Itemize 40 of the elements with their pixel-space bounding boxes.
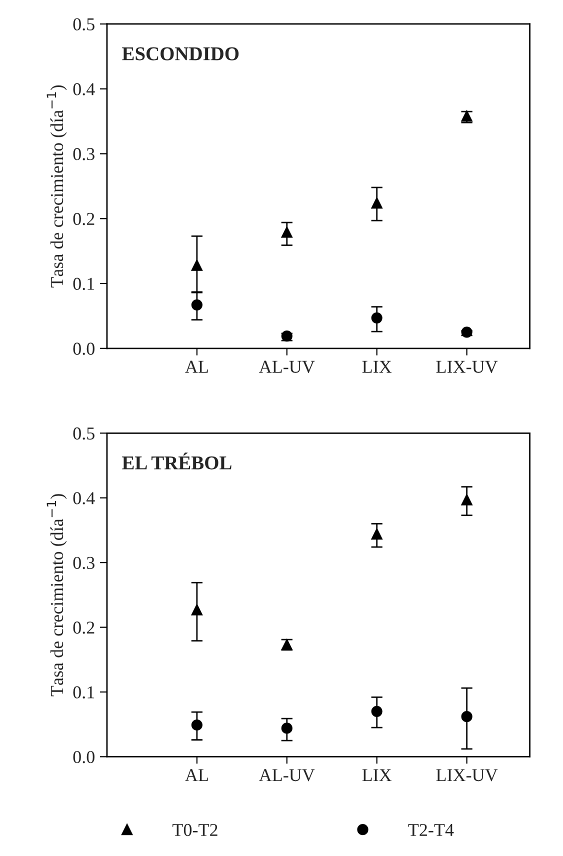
legend-label: T2-T4	[408, 824, 454, 836]
y-tick-label: 0.5	[73, 427, 94, 440]
point	[191, 719, 202, 731]
x-tick-label: LIX	[362, 769, 392, 782]
point	[371, 528, 382, 540]
legend-label: T0-T2	[172, 824, 218, 836]
point	[461, 711, 472, 722]
point	[191, 260, 202, 271]
point	[281, 722, 292, 734]
x-tick-label: LIX-UV	[436, 769, 498, 782]
point	[371, 312, 382, 324]
y-tick-label: 0.5	[73, 18, 94, 30]
y-tick-label: 0.3	[73, 148, 94, 160]
x-tick-label: AL	[185, 360, 208, 373]
text: ESCONDIDO	[122, 47, 239, 60]
x-tick-label: LIX-UV	[436, 360, 498, 373]
y-tick-label: 0.1	[73, 686, 94, 699]
point	[371, 197, 382, 209]
y-tick-label: 0.0	[73, 750, 94, 764]
x-tick-label: AL-UV	[258, 360, 315, 373]
y-tick-label: 0.2	[73, 622, 94, 634]
y-tick-label: 0.4	[73, 492, 95, 504]
x-tick-label: LIX	[362, 360, 392, 373]
y-tick-label: 0.2	[73, 212, 94, 226]
y-tick-label: 0.4	[73, 83, 95, 96]
point	[281, 330, 292, 342]
x-tick-label: AL	[185, 769, 208, 782]
y-tick-label: 0.1	[73, 278, 94, 290]
text: EL TRÉBOL	[122, 452, 232, 470]
point	[461, 326, 472, 338]
y-tick-label: 0.0	[73, 342, 94, 355]
y-tick-label: 0.3	[73, 556, 94, 570]
point	[281, 226, 292, 238]
y-axis-title: Tasa de crecimiento (día$^{−1}$)	[46, 494, 67, 696]
point	[461, 494, 472, 506]
y-axis-title: Tasa de crecimiento (día$^{−1}$)	[46, 85, 67, 288]
point	[191, 604, 202, 616]
x-tick-label: AL-UV	[258, 769, 315, 782]
point	[371, 706, 382, 717]
point	[191, 299, 202, 310]
